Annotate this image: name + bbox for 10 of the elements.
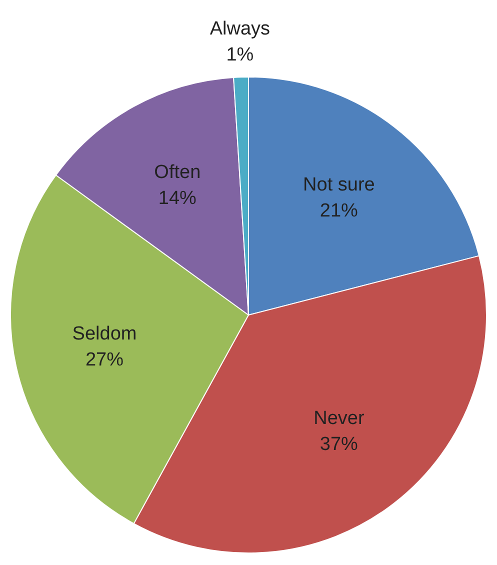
slice-label: Seldom <box>72 323 137 344</box>
slice-label: Always <box>210 18 270 40</box>
slice-label: Not sure <box>303 174 375 196</box>
slice-label: Never <box>314 408 365 429</box>
data-label: 37% <box>320 434 358 455</box>
data-label: 1% <box>226 44 254 66</box>
slice-label: Often <box>154 162 201 183</box>
data-label: 14% <box>158 188 197 209</box>
data-label: 21% <box>320 200 358 222</box>
data-label: 27% <box>85 349 124 370</box>
